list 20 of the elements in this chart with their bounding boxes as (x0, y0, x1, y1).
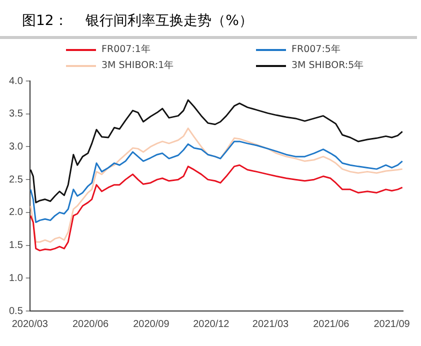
x-tick-label: 2020/03 (12, 318, 48, 330)
y-tick-label: 1.0 (8, 272, 24, 284)
x-tick-label: 2021/03 (252, 318, 290, 330)
y-tick-label: 4.0 (8, 76, 24, 87)
y-tick-label: 2.0 (8, 207, 24, 218)
y-tick-label: 1.5 (8, 240, 24, 252)
x-tick-label: 2021/06 (313, 318, 350, 330)
y-tick-label: 3.5 (8, 108, 24, 120)
y-tick-label: 3.0 (8, 141, 24, 152)
legend-label: FR007:5年 (292, 43, 341, 56)
legend-label: 3M SHIBOR:1年 (102, 59, 174, 72)
y-tick-label: 2.5 (8, 174, 24, 186)
y-tick-label: 0.5 (8, 306, 24, 317)
x-tick-label: 2021/09 (374, 318, 410, 330)
legend-label: FR007:1年 (102, 43, 151, 56)
x-tick-label: 2020/09 (133, 318, 170, 330)
chart-title: 图12： 银行间利率互换走势（%） (0, 0, 417, 39)
x-tick-label: 2020/06 (72, 318, 110, 330)
x-tick-label: 2020/12 (193, 318, 230, 330)
legend-label: 3M SHIBOR:5年 (292, 59, 364, 72)
